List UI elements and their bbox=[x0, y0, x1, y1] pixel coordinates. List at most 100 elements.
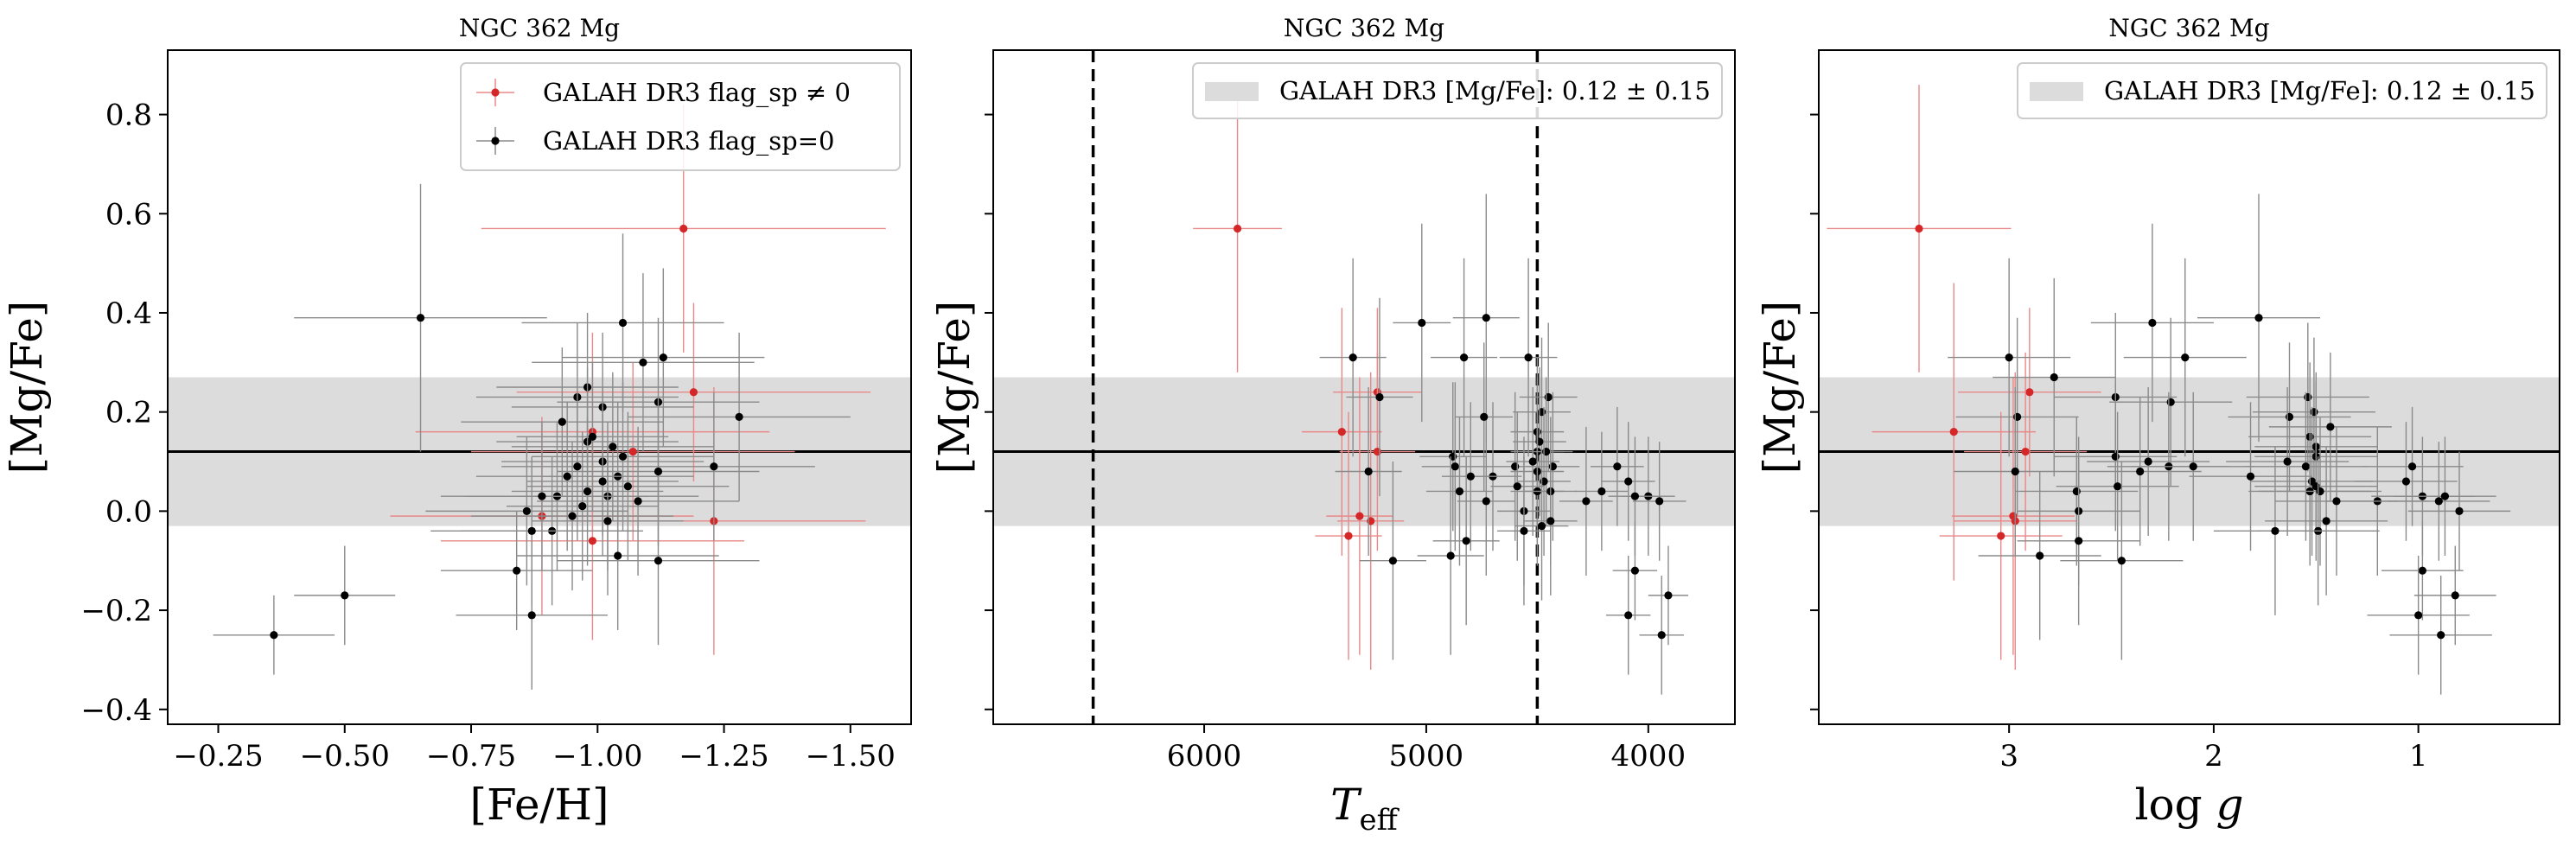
axes-frame bbox=[992, 49, 1736, 725]
x-tick-label: 6000 bbox=[1167, 739, 1242, 774]
x-tick-label: −0.75 bbox=[426, 739, 516, 774]
x-axis-label: [Fe/H] bbox=[469, 780, 609, 830]
x-tick-label: 2 bbox=[2204, 739, 2223, 774]
data-point bbox=[2285, 412, 2294, 422]
data-point bbox=[1466, 472, 1475, 481]
data-point bbox=[1528, 457, 1537, 466]
data-point bbox=[1624, 477, 1633, 486]
data-point bbox=[1597, 487, 1606, 496]
data-point bbox=[2451, 591, 2459, 600]
panel-title: NGC 362 Mg bbox=[2108, 14, 2269, 42]
data-point bbox=[1451, 462, 1459, 471]
data-point bbox=[659, 353, 667, 362]
data-point-flagged bbox=[2021, 447, 2030, 456]
data-point bbox=[634, 497, 642, 506]
data-point-flagged bbox=[1233, 224, 1242, 233]
data-point bbox=[1480, 412, 1489, 422]
data-point-flagged bbox=[628, 447, 637, 456]
data-point bbox=[1630, 566, 1640, 575]
y-tick-label: 0.4 bbox=[105, 296, 152, 331]
data-point bbox=[588, 432, 597, 441]
data-point bbox=[2114, 482, 2122, 491]
data-point bbox=[2189, 462, 2197, 471]
axes-frame bbox=[167, 49, 912, 725]
data-point bbox=[2326, 423, 2335, 431]
data-point bbox=[2414, 611, 2423, 620]
legend-label: GALAH DR3 flag_sp ≠ 0 bbox=[543, 78, 851, 108]
data-point bbox=[563, 472, 571, 481]
data-point-flagged bbox=[2025, 388, 2034, 397]
data-point bbox=[735, 412, 743, 422]
data-point bbox=[2117, 557, 2126, 565]
y-tick-label: 0.8 bbox=[105, 99, 152, 133]
data-point bbox=[2418, 566, 2426, 575]
data-point bbox=[2181, 353, 2190, 362]
data-point-flagged bbox=[1997, 532, 2005, 540]
data-point bbox=[2036, 551, 2044, 560]
data-point bbox=[527, 611, 536, 620]
data-point-flagged bbox=[689, 388, 698, 397]
data-point bbox=[1582, 497, 1591, 506]
y-tick-label: 0.0 bbox=[105, 494, 152, 529]
data-point bbox=[623, 482, 632, 491]
data-point bbox=[1657, 631, 1666, 640]
legend-marker bbox=[491, 88, 500, 97]
x-tick-label: −1.00 bbox=[552, 739, 642, 774]
legend: GALAH DR3 [Mg/Fe]: 0.12 ± 0.15 bbox=[1192, 62, 1723, 119]
legend-marker bbox=[491, 137, 500, 145]
data-point bbox=[1546, 517, 1555, 525]
data-point bbox=[2136, 467, 2145, 476]
data-point bbox=[1388, 557, 1397, 565]
data-point bbox=[341, 591, 349, 600]
data-point bbox=[2111, 452, 2120, 461]
panel-title: NGC 362 Mg bbox=[459, 14, 620, 42]
data-point bbox=[1462, 537, 1470, 545]
legend-swatch bbox=[1205, 82, 1259, 101]
data-layer bbox=[1827, 85, 2511, 695]
data-point-flagged bbox=[1949, 428, 1958, 436]
data-point-flagged bbox=[679, 224, 688, 233]
data-point bbox=[1524, 353, 1533, 362]
data-point bbox=[1613, 462, 1622, 471]
data-point bbox=[1459, 353, 1469, 362]
data-point bbox=[1446, 551, 1455, 560]
data-point bbox=[2401, 477, 2411, 486]
data-point bbox=[270, 631, 278, 640]
data-point bbox=[2310, 408, 2318, 417]
panel-2: 6000 5000 4000 NGC 362 Mg [Mg/Fe] Teff GALAH D… bbox=[929, 14, 1736, 837]
data-point bbox=[527, 526, 536, 535]
data-point bbox=[2072, 487, 2081, 496]
x-tick-label: −0.25 bbox=[173, 739, 263, 774]
data-point bbox=[2322, 517, 2331, 525]
data-point bbox=[522, 506, 531, 515]
data-point bbox=[2271, 526, 2280, 535]
data-point bbox=[1513, 482, 1521, 491]
data-point bbox=[618, 318, 628, 328]
axes-frame bbox=[1818, 49, 2560, 725]
data-point bbox=[558, 417, 566, 426]
data-point bbox=[1375, 392, 1384, 402]
data-point bbox=[2011, 467, 2019, 476]
panel-3: 3 2 1 NGC 362 Mg [Mg/Fe] log g GALAH DR3 [Mg/F… bbox=[1755, 14, 2560, 830]
data-point bbox=[1537, 521, 1546, 531]
data-point bbox=[618, 452, 628, 461]
x-tick-label: 1 bbox=[2409, 739, 2428, 774]
data-point bbox=[1482, 314, 1490, 322]
data-point bbox=[2437, 631, 2445, 640]
data-point bbox=[2075, 537, 2083, 545]
data-point bbox=[573, 462, 582, 471]
data-point bbox=[2254, 314, 2263, 322]
x-axis-label: Teff bbox=[1330, 780, 1400, 837]
panel-1: −0.4 −0.2 0.0 0.2 0.4 0.6 0.8 −0.25 −0.50 −0.75 −1… bbox=[2, 14, 912, 830]
data-point bbox=[513, 566, 521, 575]
data-point bbox=[2440, 492, 2450, 500]
data-point bbox=[2148, 318, 2157, 328]
data-point bbox=[416, 314, 425, 322]
legend-label: GALAH DR3 flag_sp=0 bbox=[543, 126, 834, 156]
data-point-flagged bbox=[1915, 224, 1923, 233]
data-point-flagged bbox=[588, 537, 597, 545]
data-point-flagged bbox=[1355, 512, 1364, 520]
legend-label: GALAH DR3 [Mg/Fe]: 0.12 ± 0.15 bbox=[2104, 76, 2535, 105]
y-tick-label: 0.6 bbox=[105, 197, 152, 232]
